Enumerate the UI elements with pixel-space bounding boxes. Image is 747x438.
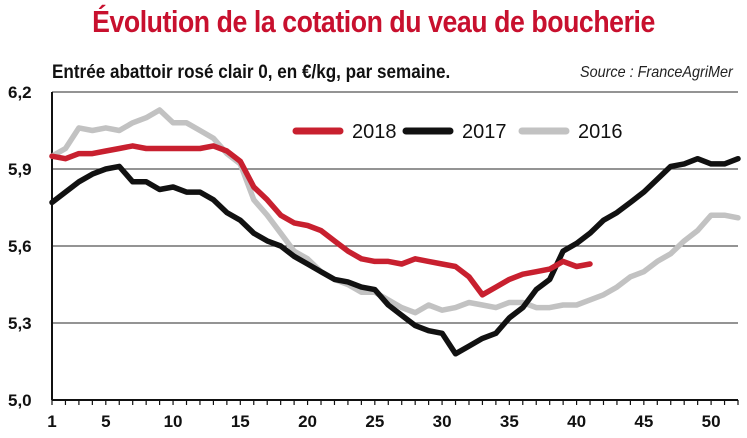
x-tick-label: 10 — [164, 412, 183, 431]
x-tick-label: 5 — [101, 412, 110, 431]
chart-source: Source : FranceAgriMer — [580, 64, 733, 81]
x-tick-label: 50 — [702, 412, 721, 431]
legend-label-2016: 2016 — [578, 121, 623, 143]
chart-title: Évolution de la cotation du veau de bouc… — [92, 4, 655, 39]
x-tick-label: 45 — [634, 412, 653, 431]
y-tick-label: 5,0 — [8, 391, 32, 410]
x-tick-label: 40 — [567, 412, 586, 431]
series-line-2016 — [49, 107, 741, 316]
legend: 2018 2017 2016 — [292, 121, 623, 143]
x-tick-label: 15 — [231, 412, 250, 431]
y-tick-label: 5,9 — [8, 160, 32, 179]
x-tick-label: 35 — [500, 412, 519, 431]
legend-label-2018: 2018 — [352, 121, 397, 143]
x-tick-labels: 1 5 10 15 20 25 30 35 40 45 50 — [47, 412, 720, 431]
series-lines — [49, 107, 741, 357]
x-tick-label: 25 — [365, 412, 384, 431]
y-tick-label: 6,2 — [8, 83, 32, 102]
x-tick-label: 1 — [47, 412, 56, 431]
grid-lines — [52, 91, 738, 401]
x-tick-label: 20 — [298, 412, 317, 431]
y-tick-labels: 5,0 5,3 5,6 5,9 6,2 — [8, 83, 32, 410]
series-line-2017 — [49, 155, 741, 357]
series-line-2018 — [49, 143, 593, 298]
chart-subtitle: Entrée abattoir rosé clair 0, en €/kg, p… — [52, 62, 451, 83]
y-tick-label: 5,3 — [8, 314, 32, 333]
y-tick-label: 5,6 — [8, 237, 32, 256]
x-tick-label: 30 — [433, 412, 452, 431]
legend-label-2017: 2017 — [462, 121, 507, 143]
axes — [51, 92, 739, 405]
